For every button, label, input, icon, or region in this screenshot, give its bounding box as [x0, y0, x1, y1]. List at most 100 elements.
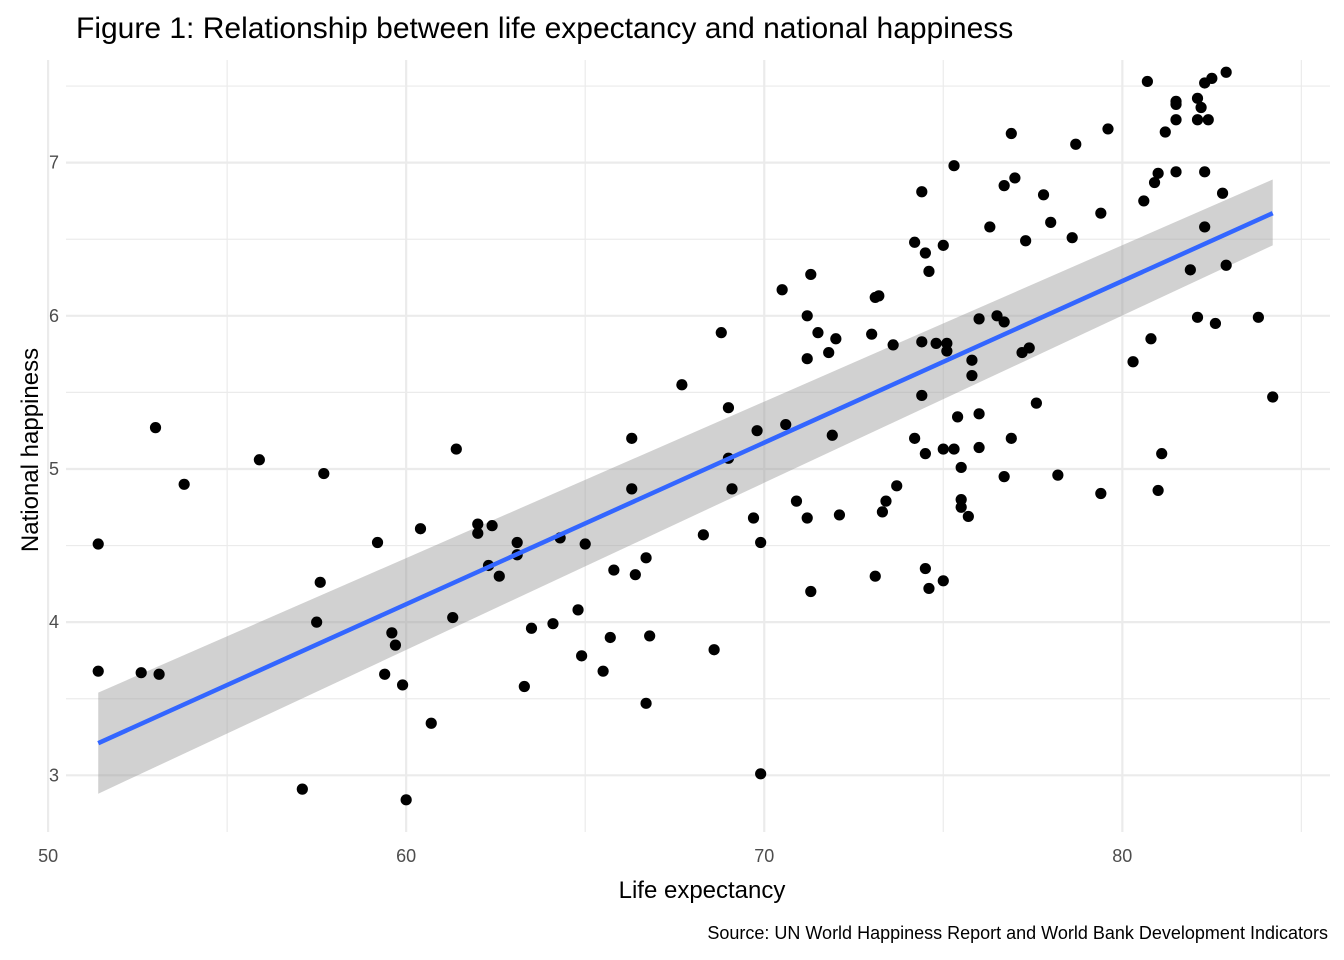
data-point	[962, 510, 974, 523]
data-point	[178, 478, 190, 490]
data-point	[1159, 126, 1171, 138]
data-point	[937, 575, 949, 587]
data-point	[1009, 172, 1021, 184]
data-point	[1037, 189, 1050, 201]
data-point	[869, 570, 881, 582]
data-point	[1170, 95, 1182, 107]
data-point	[916, 336, 928, 348]
data-point	[880, 495, 892, 507]
data-point	[1070, 138, 1082, 150]
data-point	[876, 506, 889, 518]
y-tick-label: 7	[49, 153, 59, 173]
data-point	[755, 536, 767, 549]
data-point	[891, 480, 903, 492]
data-point	[923, 265, 935, 277]
data-point	[1220, 66, 1232, 78]
data-point	[472, 527, 484, 539]
data-point	[751, 425, 763, 437]
data-point	[371, 536, 384, 549]
data-point	[1191, 92, 1204, 104]
data-point	[966, 369, 978, 382]
data-point	[722, 402, 735, 414]
data-point	[1030, 397, 1042, 409]
data-point	[450, 443, 462, 455]
data-point	[493, 570, 505, 582]
x-axis-tick-labels: 50 60 70 80	[38, 846, 1132, 866]
data-point	[984, 221, 996, 233]
minor-gridlines	[66, 60, 1330, 832]
data-point	[1005, 432, 1017, 444]
confidence-band	[98, 179, 1273, 794]
data-point	[253, 454, 265, 466]
data-point	[715, 327, 727, 339]
data-point	[812, 327, 824, 339]
data-point	[1216, 187, 1229, 199]
data-point	[1191, 114, 1204, 126]
data-point	[805, 585, 817, 598]
data-point	[966, 354, 978, 366]
data-point	[1170, 166, 1182, 178]
y-tick-label: 6	[49, 306, 59, 326]
data-point	[135, 667, 147, 679]
data-point	[833, 509, 846, 521]
data-point	[916, 389, 928, 402]
data-point	[955, 494, 967, 506]
data-point	[92, 665, 104, 677]
data-point	[1145, 333, 1157, 345]
data-point	[790, 495, 803, 507]
data-point	[937, 443, 949, 455]
data-point	[916, 186, 928, 198]
data-point	[1252, 311, 1264, 323]
data-point	[379, 668, 391, 680]
data-points	[92, 66, 1279, 806]
y-tick-label: 4	[49, 612, 59, 632]
data-point	[511, 536, 523, 549]
y-tick-label: 3	[49, 765, 59, 785]
data-point	[823, 346, 835, 359]
data-point	[644, 630, 656, 642]
y-axis-tick-labels: 3 4 5 6 7	[49, 153, 59, 786]
data-point	[919, 247, 931, 259]
data-point	[955, 461, 967, 474]
x-tick-label: 80	[1112, 846, 1132, 866]
x-tick-label: 50	[38, 846, 58, 866]
data-point	[676, 379, 688, 391]
data-point	[1184, 264, 1196, 276]
data-point	[389, 639, 402, 651]
data-point	[801, 512, 813, 524]
data-point	[909, 432, 921, 444]
data-point	[755, 768, 767, 780]
data-point	[826, 429, 838, 441]
data-point	[801, 310, 813, 322]
data-point	[887, 339, 899, 351]
y-tick-label: 5	[49, 459, 59, 479]
data-point	[1102, 123, 1114, 135]
data-point	[576, 650, 588, 662]
data-point	[1141, 75, 1153, 88]
data-point	[1191, 311, 1204, 323]
data-point	[708, 644, 720, 656]
data-point	[1206, 72, 1218, 84]
data-point	[1199, 166, 1211, 178]
data-point	[1156, 448, 1168, 460]
data-point	[873, 290, 885, 302]
regression-line	[97, 211, 1274, 746]
data-point	[396, 679, 409, 691]
x-tick-label: 70	[754, 846, 774, 866]
data-point	[1095, 207, 1107, 219]
data-point	[1170, 114, 1182, 126]
data-point	[1127, 356, 1139, 368]
data-point	[608, 564, 620, 576]
data-point	[948, 443, 960, 455]
data-point	[973, 313, 985, 325]
data-point	[626, 432, 638, 444]
data-point	[1138, 195, 1150, 207]
x-axis-title: Life expectancy	[619, 877, 786, 904]
data-point	[1152, 167, 1164, 179]
x-tick-label: 60	[396, 846, 416, 866]
data-point	[1020, 235, 1032, 247]
data-point	[973, 408, 985, 420]
data-point	[626, 483, 638, 495]
data-point	[1202, 114, 1214, 126]
